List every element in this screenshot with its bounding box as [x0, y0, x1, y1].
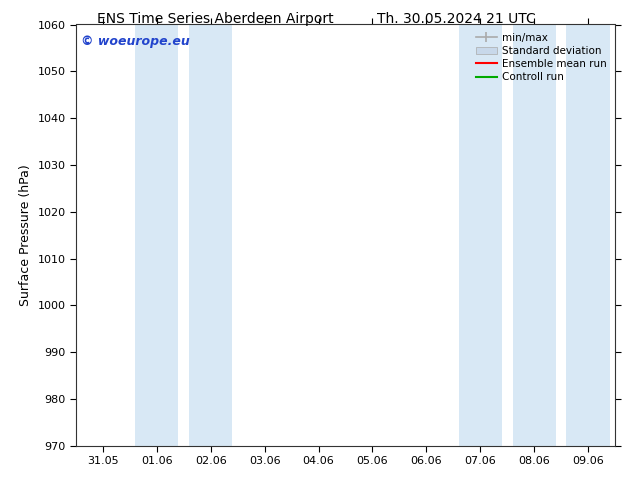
Bar: [190, 24, 232, 446]
Text: © woeurope.eu: © woeurope.eu: [81, 35, 190, 48]
Bar: [136, 24, 179, 446]
Bar: [458, 24, 502, 446]
Y-axis label: Surface Pressure (hPa): Surface Pressure (hPa): [19, 164, 32, 306]
Bar: [567, 24, 610, 446]
Bar: [512, 24, 555, 446]
Text: ENS Time Series Aberdeen Airport: ENS Time Series Aberdeen Airport: [97, 12, 334, 26]
Legend: min/max, Standard deviation, Ensemble mean run, Controll run: min/max, Standard deviation, Ensemble me…: [473, 30, 610, 85]
Text: Th. 30.05.2024 21 UTC: Th. 30.05.2024 21 UTC: [377, 12, 536, 26]
